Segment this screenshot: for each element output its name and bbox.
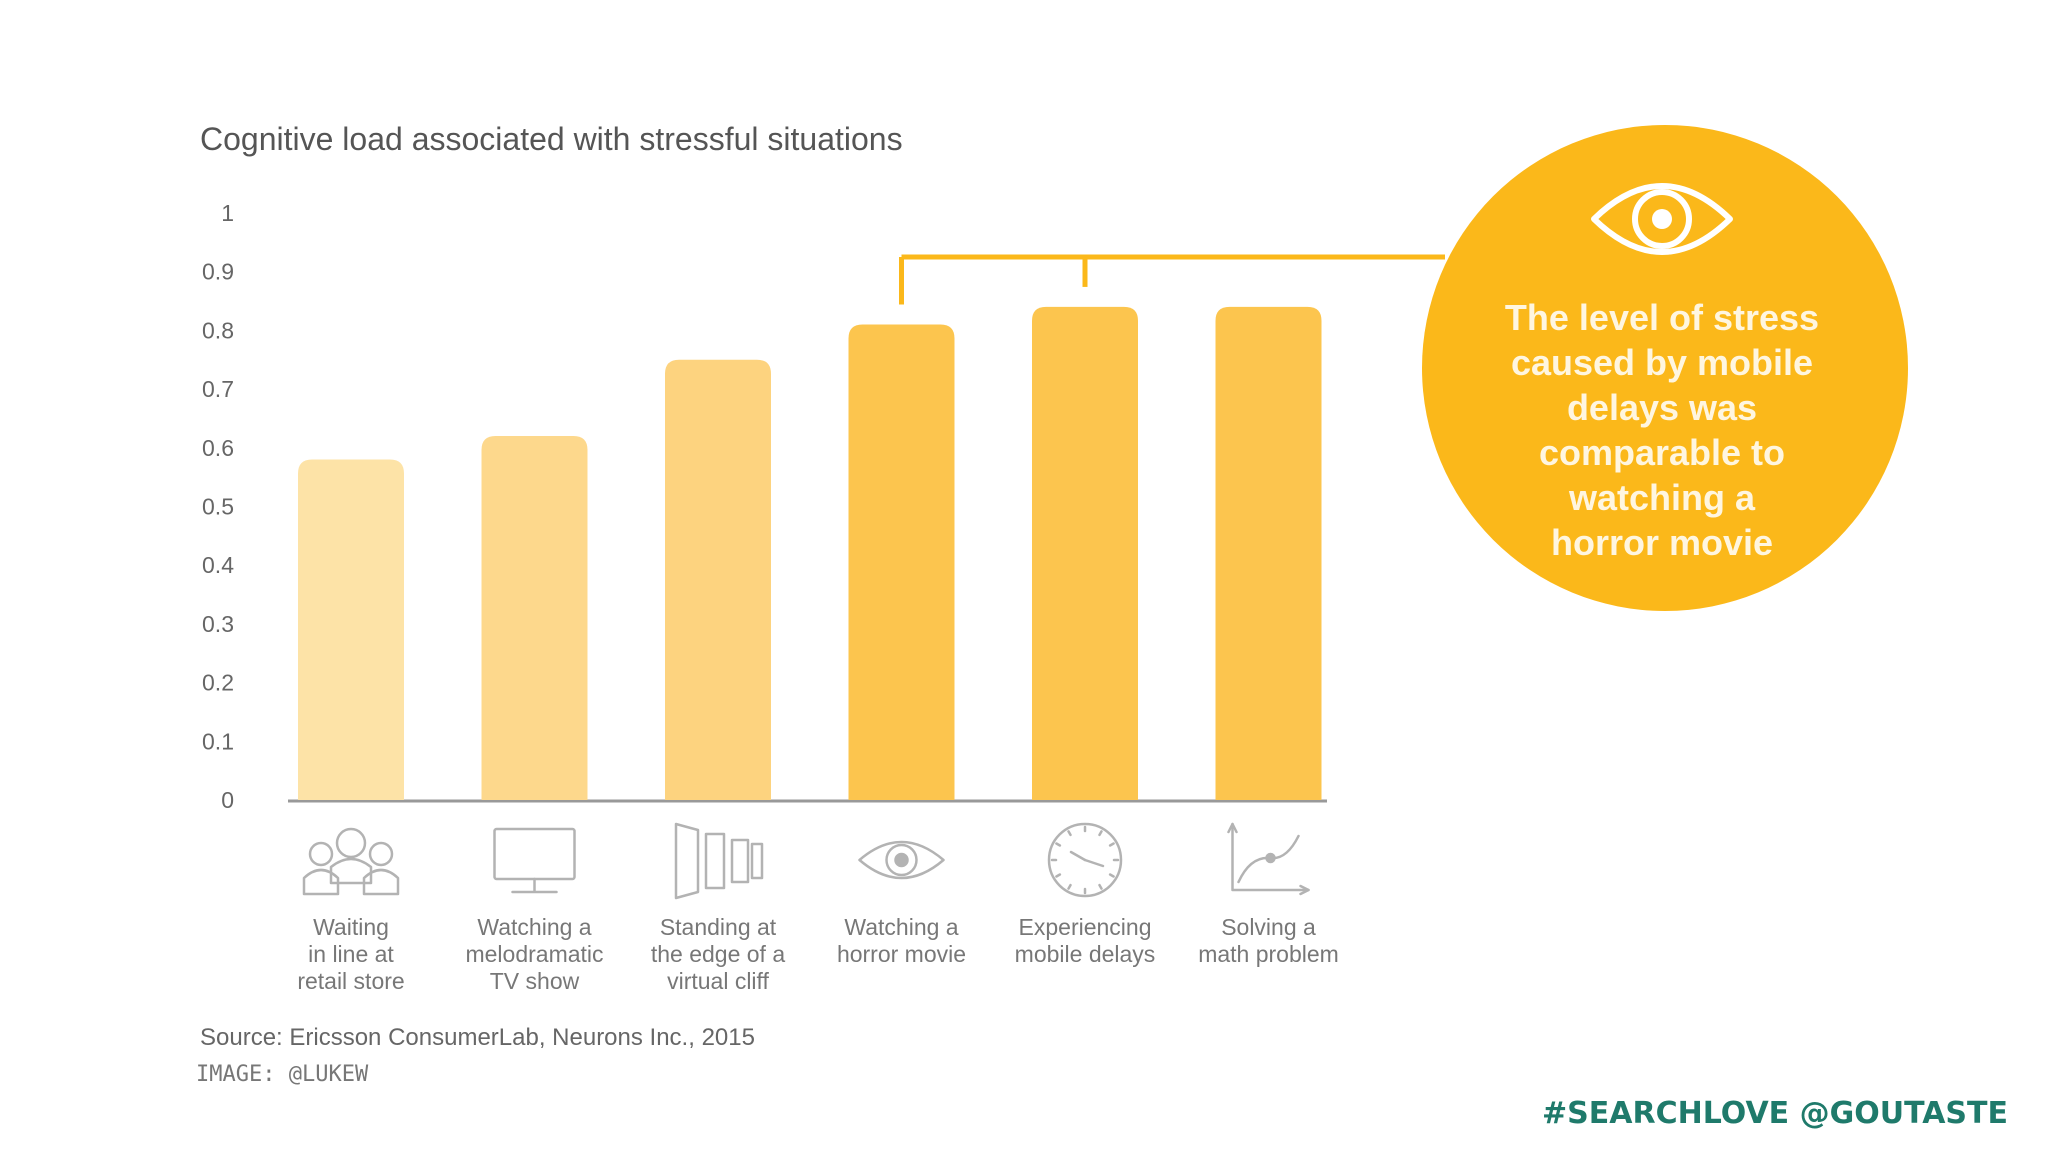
category-label: Standing at the edge of a virtual cliff	[651, 914, 785, 994]
bar	[848, 324, 955, 800]
category-label-line: math problem	[1198, 941, 1339, 967]
y-axis-ticks: 0 0.1 0.2 0.3 0.4 0.5 0.6 0.7 0.8 0.9 1	[202, 200, 234, 813]
category-label: Watching a horror movie	[837, 914, 966, 967]
category-label-line: Watching a	[844, 914, 958, 940]
category-label-line: virtual cliff	[667, 968, 769, 994]
y-tick-label: 0.3	[202, 611, 234, 637]
eye-icon	[1591, 183, 1733, 255]
bar	[481, 436, 588, 800]
category-icons	[302, 822, 1310, 900]
category-label: Experiencing mobile delays	[1015, 914, 1156, 967]
category-label-line: mobile delays	[1015, 941, 1156, 967]
category-label-line: in line at	[308, 941, 394, 967]
category-label-line: the edge of a	[651, 941, 785, 967]
cliff-panels-icon	[674, 822, 764, 900]
category-label: Watching a melodramatic TV show	[465, 914, 603, 994]
y-tick-label: 1	[221, 200, 234, 226]
y-tick-label: 0.8	[202, 317, 234, 343]
category-label-line: TV show	[490, 968, 580, 994]
tv-monitor-icon	[493, 827, 576, 894]
eye-icon	[858, 840, 945, 880]
category-label-line: horror movie	[837, 941, 966, 967]
bar	[298, 459, 404, 800]
y-tick-label: 0.5	[202, 494, 234, 520]
y-tick-label: 0.1	[202, 728, 234, 754]
image-credit: IMAGE: @LUKEW	[196, 1062, 369, 1087]
y-tick-label: 0.7	[202, 376, 234, 402]
category-label: Solving a math problem	[1198, 914, 1339, 967]
source-note: Source: Ericsson ConsumerLab, Neurons In…	[200, 1024, 755, 1051]
graph-curve-icon	[1227, 822, 1310, 896]
callout-line: delays was	[1567, 387, 1757, 428]
y-tick-label: 0.9	[202, 259, 234, 285]
callout-circle	[1422, 125, 1908, 611]
bar	[1032, 306, 1138, 800]
y-tick-label: 0.6	[202, 435, 234, 461]
category-label-line: retail store	[297, 968, 404, 994]
bar	[665, 359, 771, 800]
bar	[1215, 306, 1322, 800]
callout-line: watching a	[1568, 477, 1756, 518]
callout-line: caused by mobile	[1511, 342, 1813, 383]
y-tick-label: 0.2	[202, 670, 234, 696]
chart-title: Cognitive load associated with stressful…	[200, 121, 903, 157]
category-label-line: Watching a	[477, 914, 591, 940]
y-tick-label: 0	[221, 787, 234, 813]
y-tick-label: 0.4	[202, 552, 234, 578]
category-label-line: Standing at	[660, 914, 777, 940]
people-group-icon	[302, 827, 400, 896]
category-label-line: Experiencing	[1019, 914, 1152, 940]
category-label-line: melodramatic	[465, 941, 603, 967]
highlight-bracket	[899, 254, 1445, 305]
clock-icon	[1047, 822, 1123, 898]
bars	[298, 306, 1322, 800]
callout-line: horror movie	[1551, 522, 1773, 563]
callout-line: The level of stress	[1505, 297, 1819, 338]
hashtag-footer: #SEARCHLOVE @GOUTASTE	[1542, 1096, 2008, 1131]
callout-line: comparable to	[1539, 432, 1785, 473]
category-label: Waiting in line at retail store	[297, 914, 404, 994]
category-label-line: Waiting	[313, 914, 389, 940]
category-label-line: Solving a	[1221, 914, 1316, 940]
